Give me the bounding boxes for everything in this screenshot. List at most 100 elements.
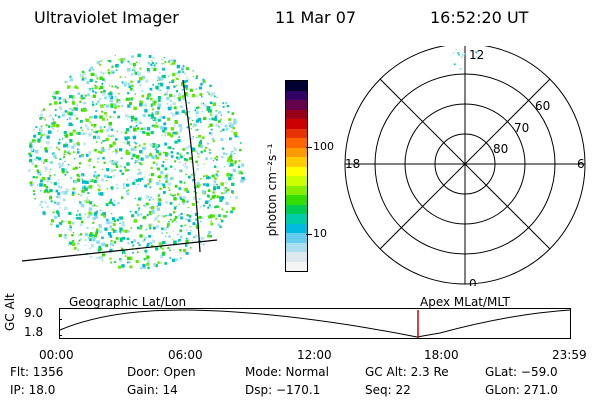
emission-speckle [100,91,103,94]
emission-speckle [162,191,166,194]
emission-speckle [157,167,161,171]
emission-speckle [203,103,206,107]
emission-speckle [149,227,152,230]
emission-speckle [225,190,228,192]
emission-speckle [113,229,117,233]
emission-speckle [146,242,150,246]
emission-speckle [37,132,41,135]
emission-speckle [124,136,128,141]
emission-speckle [146,202,149,205]
emission-speckle [230,152,233,156]
emission-speckle [85,118,86,120]
emission-speckle [97,176,99,178]
emission-speckle [194,234,198,238]
emission-speckle [165,158,167,160]
emission-speckle [157,220,160,223]
emission-speckle [58,162,61,166]
emission-speckle [56,224,59,228]
emission-speckle [71,145,75,149]
emission-speckle [206,91,209,94]
emission-speckle [64,100,68,104]
emission-speckle [62,162,64,164]
emission-speckle [99,194,101,196]
mlt-label-0: 0 [469,277,477,286]
emission-speckle [198,215,202,219]
emission-speckle [130,115,135,120]
timeline-y-tick-bottom: 1.8 [24,325,44,339]
emission-speckle [95,230,99,234]
emission-speckle [111,85,114,88]
emission-speckle [162,183,165,187]
emission-speckle [122,183,126,186]
emission-speckle [104,111,107,115]
timeline-x-tick-1800: 18:00 [424,348,459,362]
emission-speckle [55,157,57,159]
emission-speckle [111,217,115,221]
emission-speckle [65,188,69,193]
emission-speckle [173,206,177,209]
emission-speckle [89,238,92,241]
emission-speckle [146,93,151,98]
emission-speckle [84,213,87,216]
emission-speckle [148,212,152,216]
emission-speckle [215,218,217,220]
emission-speckle [217,223,221,227]
emission-speckle [129,62,132,66]
emission-speckle [112,223,116,226]
colorbar-band [286,204,307,214]
emission-speckle [119,216,123,220]
emission-speckle [153,226,156,230]
emission-speckle [35,176,38,179]
emission-speckle [161,232,164,235]
emission-speckle [101,147,104,150]
emission-speckle [176,152,179,155]
emission-speckle [127,104,131,108]
emission-speckle [130,87,133,91]
emission-speckle [184,244,188,247]
emission-speckle [175,112,177,115]
emission-speckle [105,244,109,248]
emission-speckle [99,129,104,133]
emission-speckle [79,73,84,77]
emission-speckle [108,95,112,98]
emission-speckle [98,188,101,192]
emission-speckle [104,103,106,106]
emission-speckle [109,242,113,246]
emission-speckle [131,247,134,249]
emission-speckle [120,246,122,249]
emission-speckle [221,155,224,159]
emission-speckle [148,114,151,117]
status-glon: GLon: 271.0 [485,383,558,397]
emission-speckle [186,95,189,97]
emission-speckle [34,158,37,161]
emission-speckle [78,234,80,236]
emission-speckle [204,200,209,204]
emission-speckle [195,111,199,115]
emission-speckle [89,121,91,124]
emission-speckle [146,127,151,131]
emission-speckle [147,179,150,182]
emission-speckle [182,95,185,98]
emission-speckle [119,148,123,152]
emission-speckle [84,132,87,135]
emission-speckle [64,206,68,210]
emission-speckle [214,157,216,160]
emission-speckle [167,223,170,226]
emission-speckle [132,135,137,140]
emission-speckle [58,101,62,105]
emission-speckle [167,106,172,111]
emission-speckle [41,161,43,163]
emission-speckle [73,246,77,250]
emission-speckle [121,81,124,83]
emission-speckle [76,86,79,90]
emission-speckle [87,237,90,240]
emission-speckle [58,185,61,188]
emission-speckle [226,210,228,213]
emission-speckle [91,129,93,131]
emission-speckle [142,215,147,220]
mlt-label-12: 12 [469,48,484,62]
emission-speckle [203,81,205,83]
colorbar-tick-100 [306,147,312,148]
emission-speckle [167,187,170,189]
emission-speckle [132,251,134,254]
